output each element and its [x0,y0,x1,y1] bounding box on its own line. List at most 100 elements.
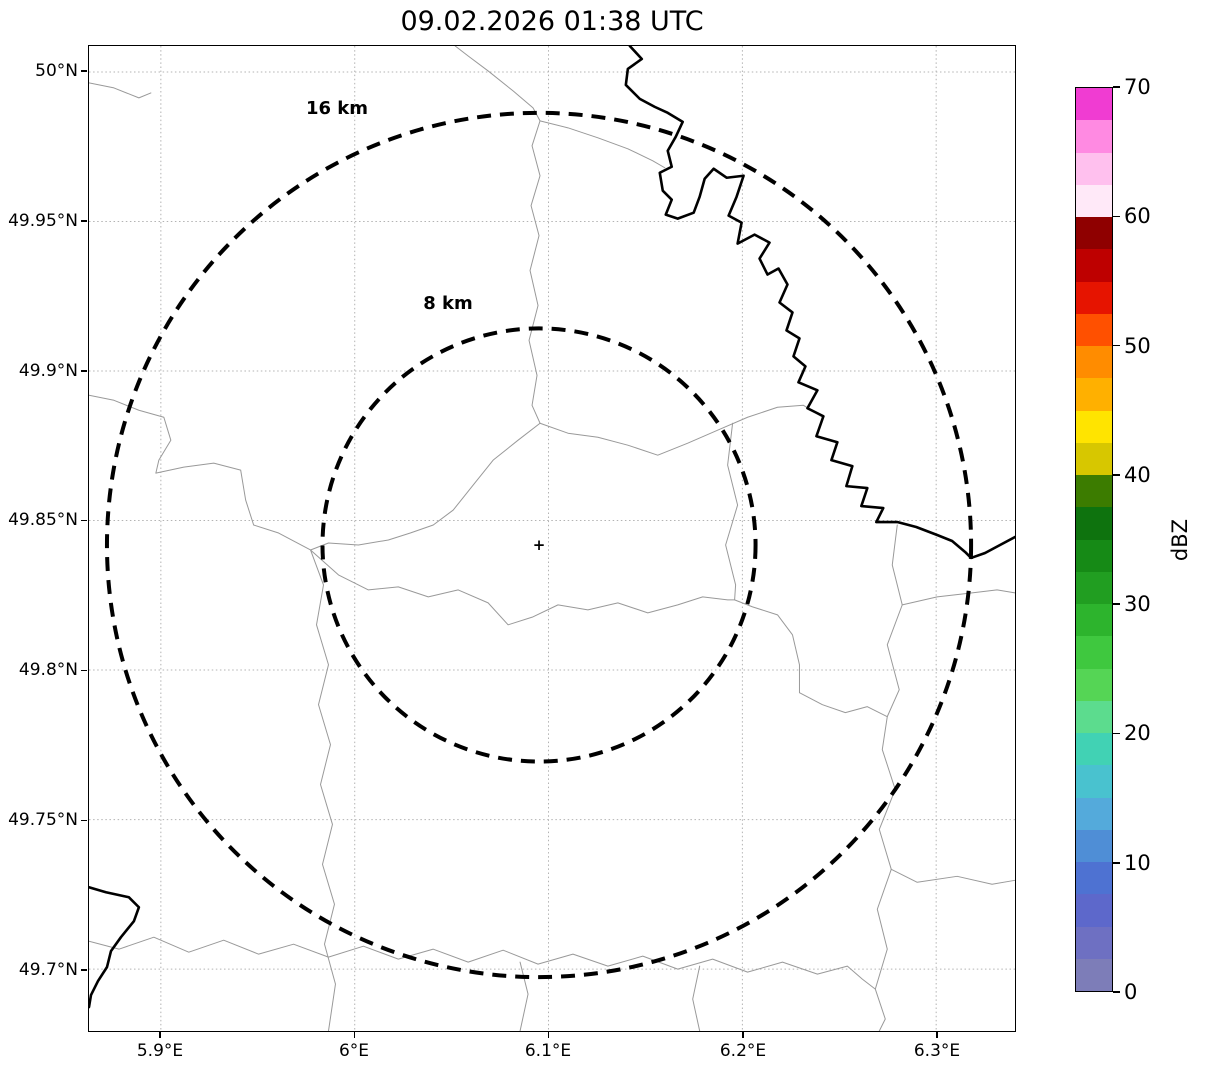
admin-boundary-path [310,549,336,1031]
y-axis-tickmark [81,819,87,821]
colorbar-segment [1076,88,1112,121]
admin-boundary-path [519,961,529,1031]
country-border-path [89,885,141,1009]
colorbar-tick-label: 20 [1124,721,1151,746]
colorbar-segment [1076,700,1112,733]
colorbar-segment [1076,217,1112,250]
colorbar-segment [1076,378,1112,411]
y-axis-tickmark [81,370,87,372]
admin-boundary-path [89,936,876,990]
y-axis-tickmark [81,519,87,522]
colorbar-segment [1076,249,1112,282]
colorbar-segment [1076,152,1112,185]
y-axis-tick-label: 49.8°N [18,660,78,680]
colorbar-segment [1076,926,1112,959]
x-axis-tickmark [159,1032,161,1038]
admin-boundary-path [454,46,541,424]
admin-boundary-path [890,868,1015,885]
colorbar-segment [1076,539,1112,572]
y-axis-tick-label: 49.85°N [8,510,78,530]
y-axis-tick-label: 49.7°N [18,960,78,980]
admin-boundary-path [89,394,312,551]
colorbar-tick-label: 60 [1124,204,1151,229]
colorbar-tick-label: 70 [1124,75,1151,99]
colorbar-tickmark [1113,474,1120,476]
admin-boundary-path [798,692,888,718]
country-border-path [624,46,1015,560]
colorbar-segment [1076,829,1112,862]
admin-boundary-path [874,524,903,1031]
y-axis-tick-label: 49.75°N [8,810,78,830]
colorbar-segment [1076,797,1112,830]
colorbar-segment [1076,346,1112,379]
range-ring-16km [104,110,974,980]
x-axis-tick-label: 6°E [338,1041,370,1061]
y-axis-tick-label: 49.9°N [18,361,78,381]
y-axis-tick-label: 50°N [35,61,78,81]
admin-boundary-path [310,549,800,694]
colorbar-tick-label: 30 [1124,592,1151,617]
colorbar-segment [1076,765,1112,798]
admin-boundary-path [310,422,541,551]
x-axis-tickmark [936,1032,938,1038]
page-title: 09.02.2026 01:38 UTC [400,6,704,37]
colorbar-tickmark [1113,603,1120,605]
x-axis-tickmark [547,1032,550,1038]
colorbar-segment [1076,313,1112,346]
colorbar-segment [1076,571,1112,604]
admin-boundary-path [539,120,666,169]
colorbar-segment [1076,862,1112,895]
colorbar-tick-label: 50 [1124,333,1151,358]
x-axis-tick-label: 6.1°E [524,1041,572,1061]
colorbar-segment [1076,507,1112,540]
x-axis-tick-label: 5.9°E [136,1041,184,1061]
admin-boundary-path [901,589,1015,606]
y-axis-tickmark [81,220,87,222]
colorbar-segment [1076,958,1112,991]
colorbar-segment [1076,184,1112,217]
y-axis-tickmark [81,969,87,971]
y-axis-tickmark [81,70,87,72]
colorbar-segment [1076,733,1112,766]
colorbar-tickmark [1113,862,1120,864]
colorbar-segment [1076,604,1112,637]
colorbar-tickmark [1113,991,1120,993]
admin-boundary-path [89,82,152,99]
map-plot-area [88,45,1016,1032]
colorbar-tickmark [1113,86,1120,88]
colorbar-tick-label: 40 [1124,462,1151,487]
colorbar-tickmark [1113,215,1120,218]
colorbar-tickmark [1113,344,1120,347]
colorbar-tick-label: 10 [1124,850,1151,875]
range-ring-8km [320,326,758,764]
colorbar-segment [1076,636,1112,669]
admin-boundary-path [725,422,739,601]
y-axis-tickmark [81,669,87,672]
colorbar-tickmark [1113,732,1120,735]
range-ring-label-16km: 16 km [305,98,369,119]
admin-boundary-path [539,404,823,456]
colorbar-segment [1076,442,1112,475]
map-svg [89,46,1015,1031]
x-axis-tick-label: 6.3°E [913,1041,961,1061]
colorbar-segment [1076,475,1112,508]
radar-center-marker: + [532,536,546,554]
colorbar-tick-label: 0 [1124,980,1138,1004]
admin-boundary-path [692,965,701,1031]
colorbar-segment [1076,894,1112,927]
admin-boundaries [89,46,1015,1031]
colorbar-label: dBZ [1168,518,1192,562]
country-border [89,46,1015,1009]
colorbar-segment [1076,668,1112,701]
x-axis-tickmark [742,1032,744,1038]
colorbar-gradient [1075,87,1113,992]
x-axis-tick-label: 6.2°E [719,1041,767,1061]
y-axis-tick-label: 49.95°N [8,211,78,231]
x-axis-tickmark [353,1032,355,1038]
grid-lines [89,46,1015,1031]
colorbar-segment [1076,281,1112,314]
colorbar-segment [1076,120,1112,153]
range-ring-label-8km: 8 km [423,293,473,314]
colorbar-segment [1076,410,1112,443]
